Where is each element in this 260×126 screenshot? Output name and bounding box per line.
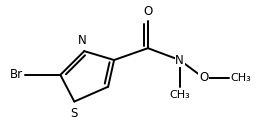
Text: CH₃: CH₃ — [169, 90, 190, 100]
Text: CH₃: CH₃ — [230, 73, 251, 83]
Text: N: N — [175, 54, 184, 67]
Text: O: O — [199, 71, 208, 84]
Text: N: N — [78, 34, 87, 47]
Text: S: S — [71, 107, 78, 120]
Text: O: O — [143, 5, 153, 18]
Text: Br: Br — [9, 68, 23, 81]
